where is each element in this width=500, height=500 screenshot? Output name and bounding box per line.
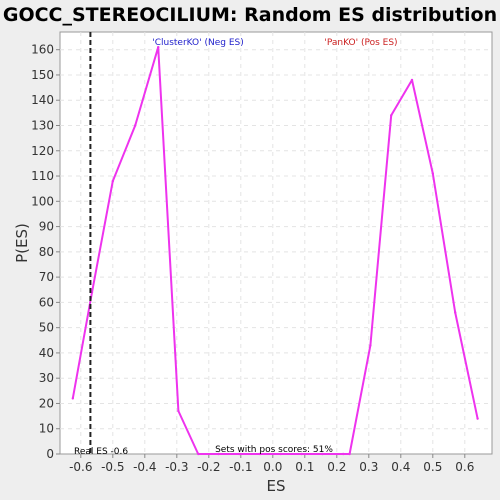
x-tick-label: -0.5 xyxy=(101,460,124,474)
x-tick-label: -0.2 xyxy=(197,460,220,474)
y-tick-label: 50 xyxy=(39,321,54,335)
pos-es-label: 'PanKO' (Pos ES) xyxy=(324,38,397,48)
x-tick-label: 0.4 xyxy=(391,460,410,474)
data-point xyxy=(177,409,180,413)
y-tick-label: 10 xyxy=(39,422,54,436)
y-tick-label: 40 xyxy=(39,346,54,360)
real-es-label: Real ES -0.6 xyxy=(74,447,128,457)
neg-es-label: 'ClusterKO' (Neg ES) xyxy=(152,38,244,48)
x-tick-label: -0.4 xyxy=(133,460,156,474)
data-point xyxy=(134,124,137,127)
data-point xyxy=(348,452,351,456)
x-tick-label: -0.6 xyxy=(69,460,92,474)
y-tick-label: 60 xyxy=(39,295,54,309)
data-point xyxy=(454,311,457,314)
y-tick-label: 20 xyxy=(39,396,54,410)
data-point xyxy=(431,172,434,175)
y-tick-label: 0 xyxy=(46,447,54,461)
data-point xyxy=(279,452,282,456)
series-group xyxy=(71,45,479,456)
y-tick-label: 140 xyxy=(31,93,54,107)
pos-scores-label: Sets with pos scores: 51% xyxy=(215,445,333,455)
data-point xyxy=(238,452,241,456)
y-tick-label: 130 xyxy=(31,118,54,132)
data-point xyxy=(258,452,262,456)
chart-title: GOCC_STEREOCILIUM: Random ES distributio… xyxy=(3,4,497,26)
x-tick-label: 0.1 xyxy=(295,460,314,474)
data-point xyxy=(342,452,345,456)
y-tick-label: 160 xyxy=(31,43,54,57)
data-point xyxy=(369,344,372,347)
x-tick-label: 0.5 xyxy=(423,460,442,474)
y-tick-label: 100 xyxy=(31,194,54,208)
x-tick-label: -0.3 xyxy=(165,460,188,474)
y-tick-label: 80 xyxy=(39,245,54,259)
x-tick-label: 0.3 xyxy=(359,460,378,474)
data-point xyxy=(217,452,220,456)
x-tick-label: -0.1 xyxy=(229,460,252,474)
data-point xyxy=(300,452,303,456)
data-point xyxy=(476,417,479,420)
y-tick-label: 150 xyxy=(31,68,54,82)
x-tick-label: 0.0 xyxy=(263,460,282,474)
data-point xyxy=(410,78,414,82)
y-tick-label: 30 xyxy=(39,371,54,385)
data-point xyxy=(321,452,324,456)
y-axis-title: P(ES) xyxy=(13,223,31,263)
y-tick-label: 90 xyxy=(39,220,54,234)
y-axis: 0 10 20 30 40 50 60 70 80 90 100 110 120 130 140 150 160 xyxy=(31,43,60,461)
data-point xyxy=(157,45,160,49)
x-tick-label: 0.2 xyxy=(327,460,346,474)
data-point xyxy=(390,114,393,117)
data-point xyxy=(197,452,200,456)
x-axis: -0.6 -0.5 -0.4 -0.3 -0.2 -0.1 0.0 0.1 0.2 0.3 0.4 0… xyxy=(69,454,474,474)
x-axis-title: ES xyxy=(267,477,286,495)
x-tick-label: 0.6 xyxy=(455,460,474,474)
data-point xyxy=(111,179,115,183)
y-tick-label: 70 xyxy=(39,270,54,284)
y-tick-label: 110 xyxy=(31,169,54,183)
plot-area xyxy=(59,31,493,455)
data-point xyxy=(71,397,75,400)
y-tick-label: 120 xyxy=(31,144,54,158)
grid-lines xyxy=(60,32,492,454)
